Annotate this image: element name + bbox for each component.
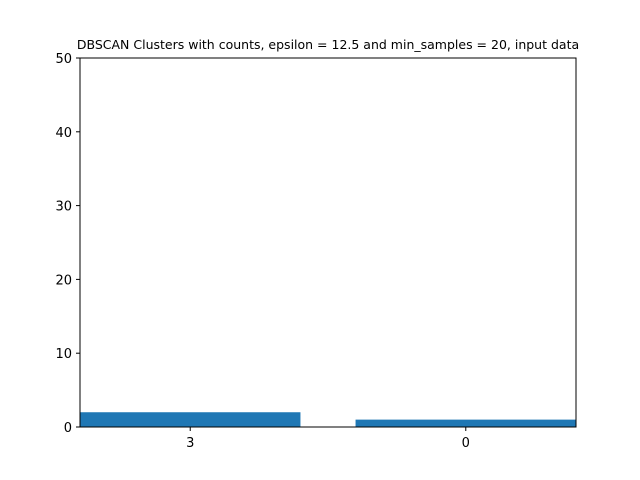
y-tick-label: 0: [64, 421, 72, 436]
y-tick-label: 10: [55, 347, 72, 362]
chart-title: DBSCAN Clusters with counts, epsilon = 1…: [77, 37, 579, 52]
bar-3: [80, 412, 301, 427]
y-tick-label: 40: [55, 126, 72, 141]
y-axis: 0 10 20 30 40 50: [55, 52, 80, 436]
bars: [80, 412, 576, 427]
plot-frame: [79, 57, 577, 428]
y-tick-label: 50: [55, 52, 72, 67]
bar-0: [355, 419, 576, 427]
y-tick-label: 30: [55, 200, 72, 215]
x-tick-label: 0: [462, 436, 470, 451]
x-tick-label: 3: [186, 436, 194, 451]
y-tick-label: 20: [55, 273, 72, 288]
